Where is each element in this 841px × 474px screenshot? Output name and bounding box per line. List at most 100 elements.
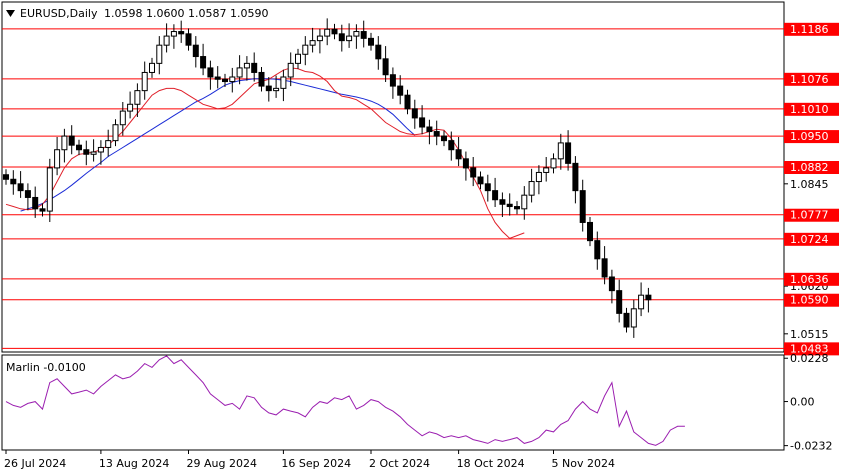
candle-up [90,151,97,155]
candle-down [623,312,630,328]
candle-down [3,174,9,180]
price-tick-label: 1.0845 [790,178,829,191]
candle-down [397,85,404,96]
candle-down [32,196,39,210]
candle-down [565,142,572,164]
candle-up [280,76,287,89]
candle-down [433,131,440,137]
level-label: 1.0777 [790,209,829,222]
candle-up [236,67,243,78]
main-panel-frame [1,1,785,353]
candle-up [521,194,528,210]
candle-up [97,146,104,153]
candle-up [141,71,148,92]
candle-down [251,62,258,73]
candle-down [484,183,491,192]
candle-down [68,135,75,146]
candle-down [10,178,17,185]
candle-up [353,31,360,37]
candle-down [441,135,447,142]
candle-down [514,206,520,210]
level-label: 1.1076 [790,73,829,86]
candle-down [601,258,608,278]
candle-down [178,31,185,35]
candle-down [76,144,82,151]
candle-up [528,181,535,196]
candle-up [134,90,141,105]
level-label: 1.0483 [790,342,829,355]
candle-down [24,190,31,198]
candle-down [222,78,228,83]
level-label: 1.0724 [790,233,829,246]
indicator-tick-label: 0.0228 [790,352,829,365]
candle-up [346,35,353,42]
indicator-line [5,355,685,446]
candle-down [382,58,389,76]
x-tick-label: 26 Jul 2024 [4,457,66,470]
candle-down [17,183,24,192]
candle-up [112,124,119,142]
main-panel: 1.08451.07251.06201.05151.11861.10761.10… [1,1,839,356]
indicator-tick-label: 0.00 [790,396,815,409]
level-label-box [784,232,839,246]
level-label-box [784,293,839,307]
candle-down [645,294,652,301]
x-tick-label: 18 Oct 2024 [457,457,525,470]
candle-down [492,190,499,201]
chart-header-ohlc: 1.0598 1.0600 1.0587 1.0590 [104,7,268,20]
candle-up [550,158,557,169]
candle-up [119,110,126,126]
x-tick-label: 2 Oct 2024 [369,457,430,470]
candle-up [287,62,294,78]
candle-down [455,149,462,160]
level-label-box [784,272,839,286]
candle-down [608,276,615,292]
candle-down [265,85,272,92]
candle-up [535,171,542,183]
level-label: 1.1010 [790,103,829,116]
candle-up [543,167,550,173]
level-label: 1.0636 [790,273,829,286]
level-label-box [784,342,839,356]
candle-down [258,71,265,87]
chart-header-symbol: EURUSD,Daily [20,7,98,20]
candle-up [229,76,236,83]
candle-down [368,37,374,46]
level-label-box [784,130,839,144]
candle-down [462,158,469,169]
candle-down [616,290,623,314]
level-label: 1.0590 [790,294,829,307]
candle-up [61,135,68,151]
candle-up [127,103,134,112]
candle-up [638,294,645,310]
candle-down [419,117,426,128]
x-tick-label: 29 Aug 2024 [187,457,257,470]
candle-down [587,221,593,242]
candle-up [324,28,331,37]
candle-up [46,167,53,212]
indicator-panel: 0.0228 0.00 -0.0232 [1,352,832,453]
candle-down [470,167,477,178]
candle-up [273,87,280,92]
candle-up [156,44,163,64]
candle-down [411,108,418,119]
candle-up [557,142,564,160]
candle-down [200,56,207,69]
candle-down [214,76,221,80]
x-tick-label: 16 Sep 2024 [281,457,351,470]
candle-down [192,44,199,58]
candle-down [404,94,411,110]
candle-down [579,190,586,223]
indicator-panel-frame [1,354,785,451]
level-label: 1.1186 [790,23,829,36]
indicator-tick-label: -0.0232 [790,440,832,453]
x-axis: 26 Jul 2024 13 Aug 2024 29 Aug 2024 16 Sep … [4,450,615,470]
indicator-label: Marlin -0.0100 [6,361,86,374]
candle-down [39,208,46,212]
candle-up [316,35,323,42]
candle-down [594,240,601,260]
candle-up [149,62,155,73]
candle-down [499,199,506,205]
dropdown-arrow-icon[interactable] [6,10,15,17]
